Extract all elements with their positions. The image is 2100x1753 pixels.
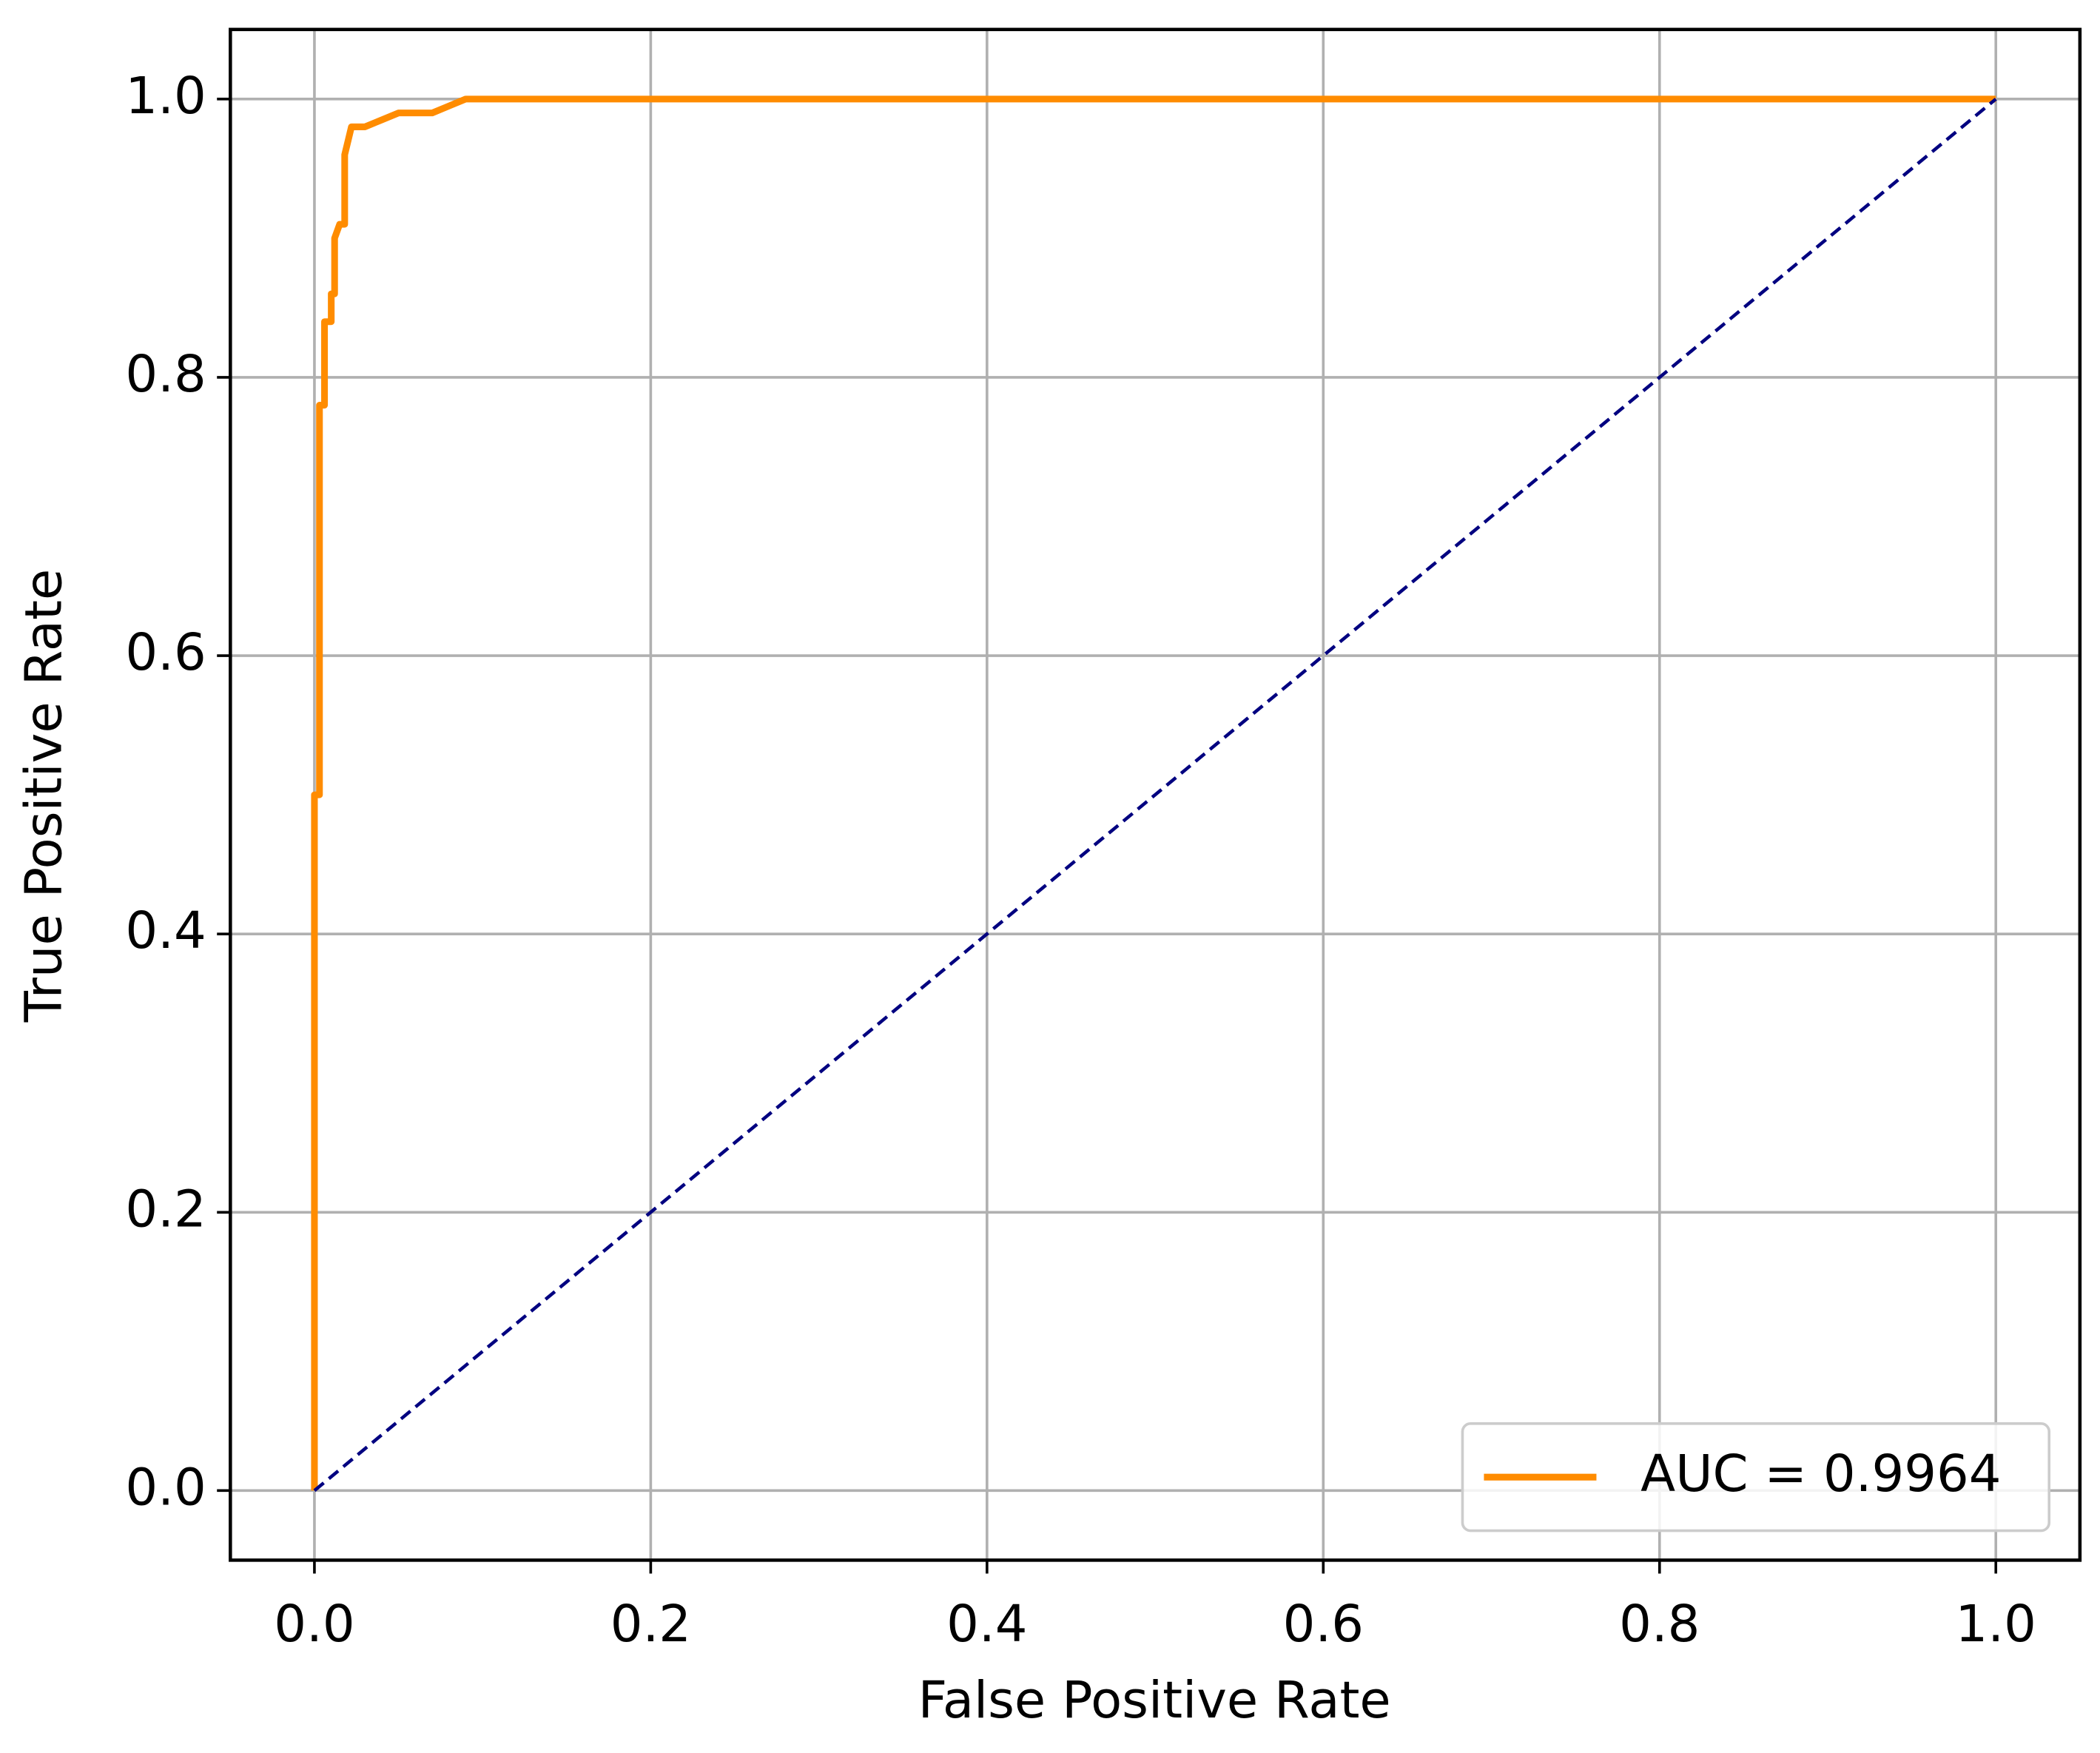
x-tick-label: 1.0	[1956, 1595, 2036, 1654]
x-axis-label: False Positive Rate	[918, 1671, 1391, 1730]
x-tick-label: 0.4	[946, 1595, 1027, 1654]
y-axis-label: True Positive Rate	[14, 569, 73, 1023]
y-tick-label: 0.6	[125, 623, 206, 682]
y-tick-label: 0.0	[125, 1458, 206, 1517]
x-tick-label: 0.6	[1283, 1595, 1364, 1654]
roc-curve	[311, 95, 1996, 1491]
y-tick-label: 0.2	[125, 1180, 206, 1239]
y-tick-label: 0.8	[125, 345, 206, 404]
x-tick-label: 0.8	[1619, 1595, 1700, 1654]
legend-box	[1461, 1421, 2051, 1532]
legend-label: AUC = 0.9964	[1640, 1444, 2001, 1504]
y-tick-label: 1.0	[125, 67, 206, 126]
x-tick-label: 0.2	[610, 1595, 691, 1654]
x-tick-label: 0.0	[274, 1595, 354, 1654]
plot-frame	[229, 27, 2082, 1562]
diagonal-line	[313, 98, 1997, 1493]
y-tick-label: 0.4	[125, 901, 206, 960]
